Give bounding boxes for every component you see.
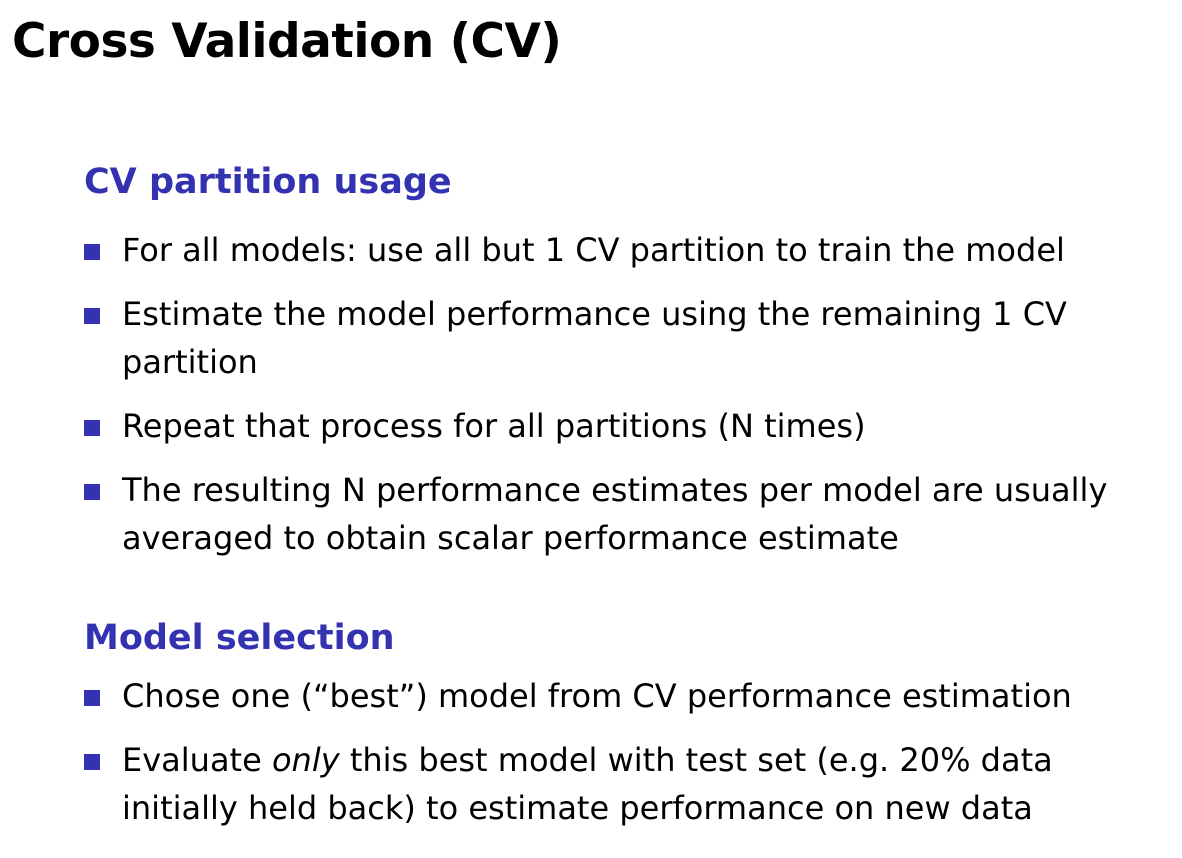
bullet-line: Chose one (“best”) model from CV perform…: [122, 677, 1072, 715]
square-bullet-icon: [84, 244, 100, 260]
square-bullet-icon: [84, 484, 100, 500]
list-item: Estimate the model performance using the…: [84, 290, 1164, 386]
list-item: Chose one (“best”) model from CV perform…: [84, 672, 1164, 720]
bullet-line: For all models: use all but 1 CV partiti…: [122, 231, 1065, 269]
bullet-list: For all models: use all but 1 CV partiti…: [84, 226, 1164, 562]
bullet-text: For all models: use all but 1 CV partiti…: [122, 226, 1164, 274]
bullet-line: averaged to obtain scalar performance es…: [122, 519, 899, 557]
list-item: Repeat that process for all partitions (…: [84, 402, 1164, 450]
bullet-text: Estimate the model performance using the…: [122, 290, 1164, 386]
section-heading: Model selection: [84, 618, 395, 658]
bullet-text: Evaluate only this best model with test …: [122, 736, 1164, 832]
text-run: this best model with test set (e.g. 20% …: [339, 741, 1053, 779]
list-item: Evaluate only this best model with test …: [84, 736, 1164, 832]
square-bullet-icon: [84, 754, 100, 770]
section-heading: CV partition usage: [84, 162, 452, 202]
list-item: For all models: use all but 1 CV partiti…: [84, 226, 1164, 274]
section-cv-partition-usage: CV partition usage For all models: use a…: [84, 160, 1164, 562]
bullet-line: The resulting N performance estimates pe…: [122, 471, 1108, 509]
text-run: Evaluate: [122, 741, 272, 779]
bullet-text: The resulting N performance estimates pe…: [122, 466, 1164, 562]
bullet-text: Repeat that process for all partitions (…: [122, 402, 1164, 450]
bullet-line: Estimate the model performance using the…: [122, 295, 1067, 333]
bullet-line: Repeat that process for all partitions (…: [122, 407, 866, 445]
square-bullet-icon: [84, 308, 100, 324]
slide-title: Cross Validation (CV): [12, 14, 562, 69]
bullet-line: partition: [122, 343, 258, 381]
emphasis-text: only: [271, 741, 340, 779]
square-bullet-icon: [84, 420, 100, 436]
list-item: The resulting N performance estimates pe…: [84, 466, 1164, 562]
bullet-text: Chose one (“best”) model from CV perform…: [122, 672, 1164, 720]
bullet-list: Chose one (“best”) model from CV perform…: [84, 672, 1164, 832]
bullet-line: initially held back) to estimate perform…: [122, 789, 1033, 827]
section-model-selection: Model selection Chose one (“best”) model…: [84, 616, 1164, 832]
bullet-line: Evaluate only this best model with test …: [122, 736, 1164, 784]
square-bullet-icon: [84, 690, 100, 706]
